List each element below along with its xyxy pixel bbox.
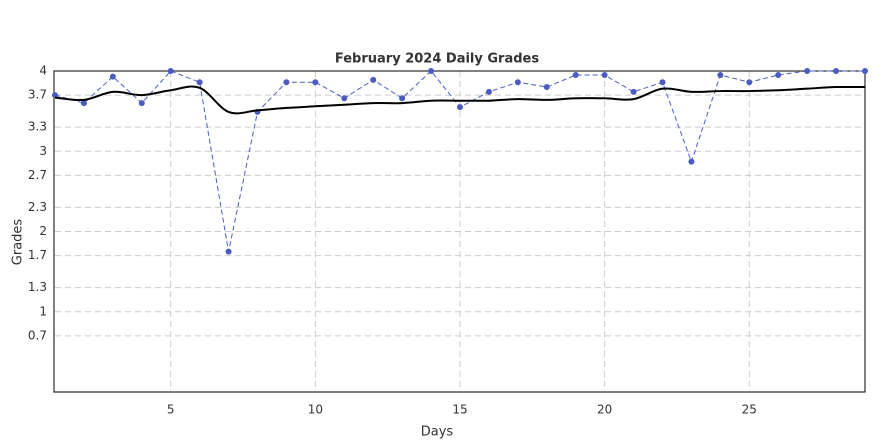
plot-frame — [53, 70, 866, 393]
y-axis-label: Grades — [11, 219, 26, 266]
x-tick-label: 25 — [742, 403, 757, 417]
grade-point — [601, 72, 608, 79]
x-tick-label: 15 — [452, 403, 467, 417]
grade-point — [862, 68, 868, 74]
grade-point — [80, 100, 87, 107]
y-tick-label: 3 — [39, 144, 47, 158]
grade-point — [52, 92, 58, 99]
grade-point — [833, 68, 840, 74]
grade-point — [370, 76, 377, 83]
grade-point — [138, 100, 145, 107]
grade-point — [746, 79, 753, 86]
grade-point — [572, 72, 579, 79]
grade-point — [717, 72, 724, 79]
x-tick-label: 5 — [167, 403, 175, 417]
trend-line — [54, 85, 866, 115]
grade-point — [109, 73, 116, 80]
y-tick-label: 1.3 — [28, 280, 47, 294]
y-tick-label: 0.7 — [28, 328, 47, 342]
chart-title: February 2024 Daily Grades — [335, 52, 539, 67]
grade-point — [283, 79, 290, 86]
x-axis-label: Days — [421, 425, 454, 440]
y-tick-label: 2 — [39, 224, 47, 238]
grade-point — [688, 158, 695, 165]
grade-point — [514, 79, 521, 86]
grade-point — [196, 79, 203, 86]
grade-point — [225, 248, 232, 255]
grade-point — [659, 79, 666, 86]
grade-point — [167, 68, 174, 74]
grade-point — [543, 84, 550, 91]
y-tick-label: 3.3 — [28, 120, 47, 134]
grade-point — [399, 95, 406, 102]
y-tick-label: 3.7 — [28, 88, 47, 102]
grade-point — [804, 68, 811, 74]
y-tick-label: 2.3 — [28, 200, 47, 214]
grade-point — [775, 72, 782, 79]
y-tick-label: 1.7 — [28, 248, 47, 262]
grade-point — [457, 104, 463, 111]
grade-point — [312, 79, 319, 86]
x-tick-label: 10 — [308, 403, 323, 417]
grade-point — [428, 68, 435, 74]
y-tick-label: 2.7 — [28, 168, 47, 182]
x-tick-label: 20 — [597, 403, 612, 417]
grade-point — [485, 88, 492, 95]
grade-point — [341, 95, 348, 102]
grade-point — [630, 88, 637, 95]
y-tick-label: 4 — [39, 64, 47, 78]
y-tick-label: 1 — [39, 304, 47, 318]
